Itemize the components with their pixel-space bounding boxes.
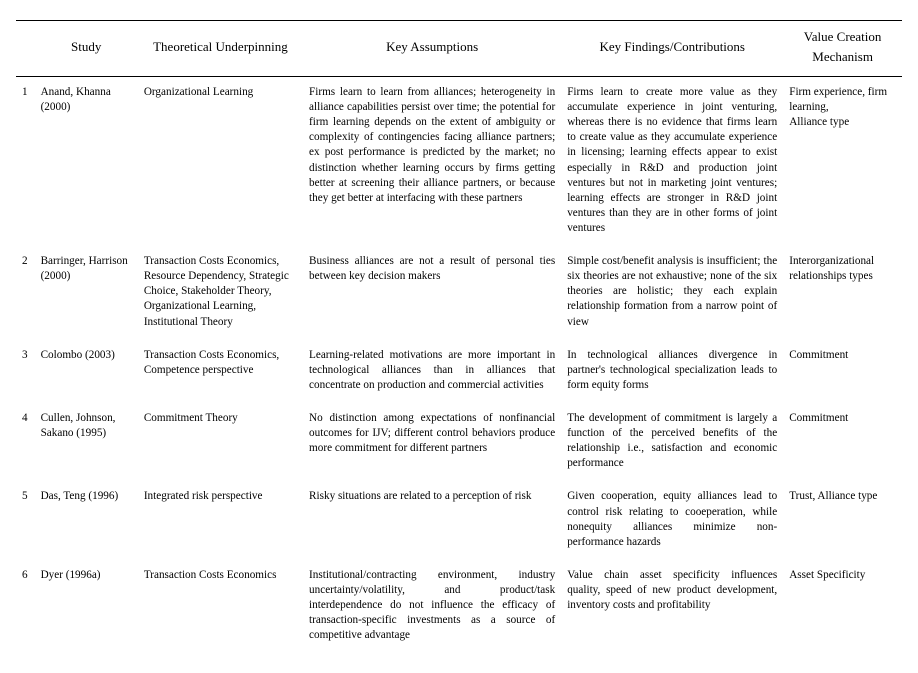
col-num — [16, 21, 35, 77]
cell-assumptions: No distinction among expectations of non… — [303, 403, 561, 481]
cell-n: 5 — [16, 481, 35, 559]
cell-findings: In technological alliances divergence in… — [561, 340, 783, 403]
cell-assumptions: Business alliances are not a result of p… — [303, 246, 561, 340]
col-study: Study — [35, 21, 138, 77]
cell-study: Cullen, Johnson, Sakano (1995) — [35, 403, 138, 481]
cell-findings: The development of commitment is largely… — [561, 403, 783, 481]
table-row: 2Barringer, Harrison (2000)Transaction C… — [16, 246, 902, 340]
cell-theory: Transaction Costs Economics — [138, 560, 303, 654]
table-row: 3Colombo (2003)Transaction Costs Economi… — [16, 340, 902, 403]
cell-mechanism: Interorganizational relationships types — [783, 246, 902, 340]
col-theory: Theoretical Underpinning — [138, 21, 303, 77]
cell-assumptions: Firms learn to learn from alliances; het… — [303, 77, 561, 247]
col-findings: Key Findings/Contributions — [561, 21, 783, 77]
cell-mechanism: Commitment — [783, 403, 902, 481]
cell-mechanism: Asset Specificity — [783, 560, 902, 654]
cell-n: 1 — [16, 77, 35, 247]
cell-study: Colombo (2003) — [35, 340, 138, 403]
cell-mechanism: Commitment — [783, 340, 902, 403]
cell-assumptions: Learning-related motivations are more im… — [303, 340, 561, 403]
cell-findings: Given cooperation, equity alliances lead… — [561, 481, 783, 559]
cell-n: 6 — [16, 560, 35, 654]
cell-study: Dyer (1996a) — [35, 560, 138, 654]
table-header: Study Theoretical Underpinning Key Assum… — [16, 21, 902, 77]
cell-study: Barringer, Harrison (2000) — [35, 246, 138, 340]
cell-n: 3 — [16, 340, 35, 403]
cell-n: 4 — [16, 403, 35, 481]
cell-theory: Transaction Costs Economics, Competence … — [138, 340, 303, 403]
cell-assumptions: Risky situations are related to a percep… — [303, 481, 561, 559]
literature-table: Study Theoretical Underpinning Key Assum… — [16, 20, 902, 653]
cell-study: Das, Teng (1996) — [35, 481, 138, 559]
cell-assumptions: Institutional/contracting environment, i… — [303, 560, 561, 654]
cell-findings: Simple cost/benefit analysis is insuffic… — [561, 246, 783, 340]
cell-n: 2 — [16, 246, 35, 340]
table-row: 5Das, Teng (1996)Integrated risk perspec… — [16, 481, 902, 559]
cell-theory: Transaction Costs Economics, Resource De… — [138, 246, 303, 340]
cell-theory: Commitment Theory — [138, 403, 303, 481]
cell-theory: Integrated risk perspective — [138, 481, 303, 559]
cell-theory: Organizational Learning — [138, 77, 303, 247]
col-assumptions: Key Assumptions — [303, 21, 561, 77]
table-row: 1Anand, Khanna (2000)Organizational Lear… — [16, 77, 902, 247]
cell-findings: Value chain asset specificity influences… — [561, 560, 783, 654]
cell-mechanism: Trust, Alliance type — [783, 481, 902, 559]
cell-findings: Firms learn to create more value as they… — [561, 77, 783, 247]
table-body: 1Anand, Khanna (2000)Organizational Lear… — [16, 77, 902, 654]
table-row: 6Dyer (1996a)Transaction Costs Economics… — [16, 560, 902, 654]
col-mechanism: Value Creation Mechanism — [783, 21, 902, 77]
cell-study: Anand, Khanna (2000) — [35, 77, 138, 247]
cell-mechanism: Firm experience, firm learning, Alliance… — [783, 77, 902, 247]
table-row: 4Cullen, Johnson, Sakano (1995)Commitmen… — [16, 403, 902, 481]
